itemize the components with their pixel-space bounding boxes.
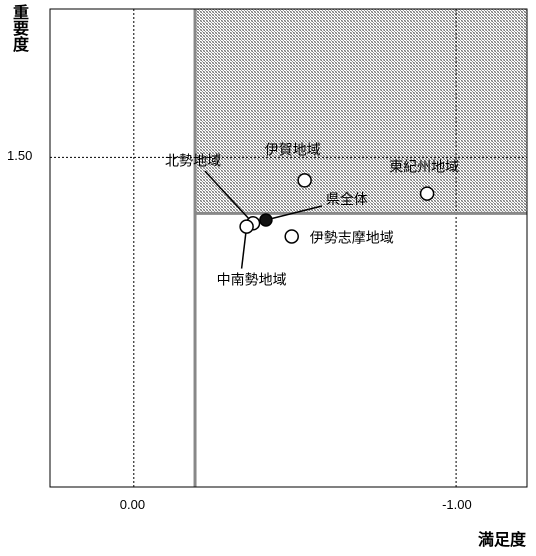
point-label: 東紀州地域 (389, 160, 459, 176)
leader-line (265, 205, 323, 221)
x-axis-label: 満足度 (477, 530, 526, 549)
data-points (239, 173, 435, 244)
threshold-lines (193, 9, 527, 487)
data-point (297, 173, 312, 188)
leader-line (204, 170, 254, 224)
y-axis-label: 重要度 (10, 4, 29, 52)
point-label: 北勢地域 (165, 153, 221, 169)
priority-region (195, 9, 527, 214)
point-label: 伊賀地域 (265, 142, 321, 158)
plot-frame (49, 8, 528, 488)
x-tick-label: 0.00 (119, 497, 146, 512)
y-tick-label: 1.50 (7, 148, 33, 164)
data-point (239, 219, 254, 234)
x-tick-label: -1.00 (442, 497, 472, 512)
point-label: 中南勢地域 (217, 273, 287, 289)
data-point-filled (259, 213, 273, 227)
data-point (419, 186, 435, 201)
data-point (284, 229, 299, 244)
grid-lines (50, 9, 527, 487)
point-label: 伊勢志摩地域 (310, 229, 394, 246)
point-label: 県全体 (326, 191, 368, 208)
